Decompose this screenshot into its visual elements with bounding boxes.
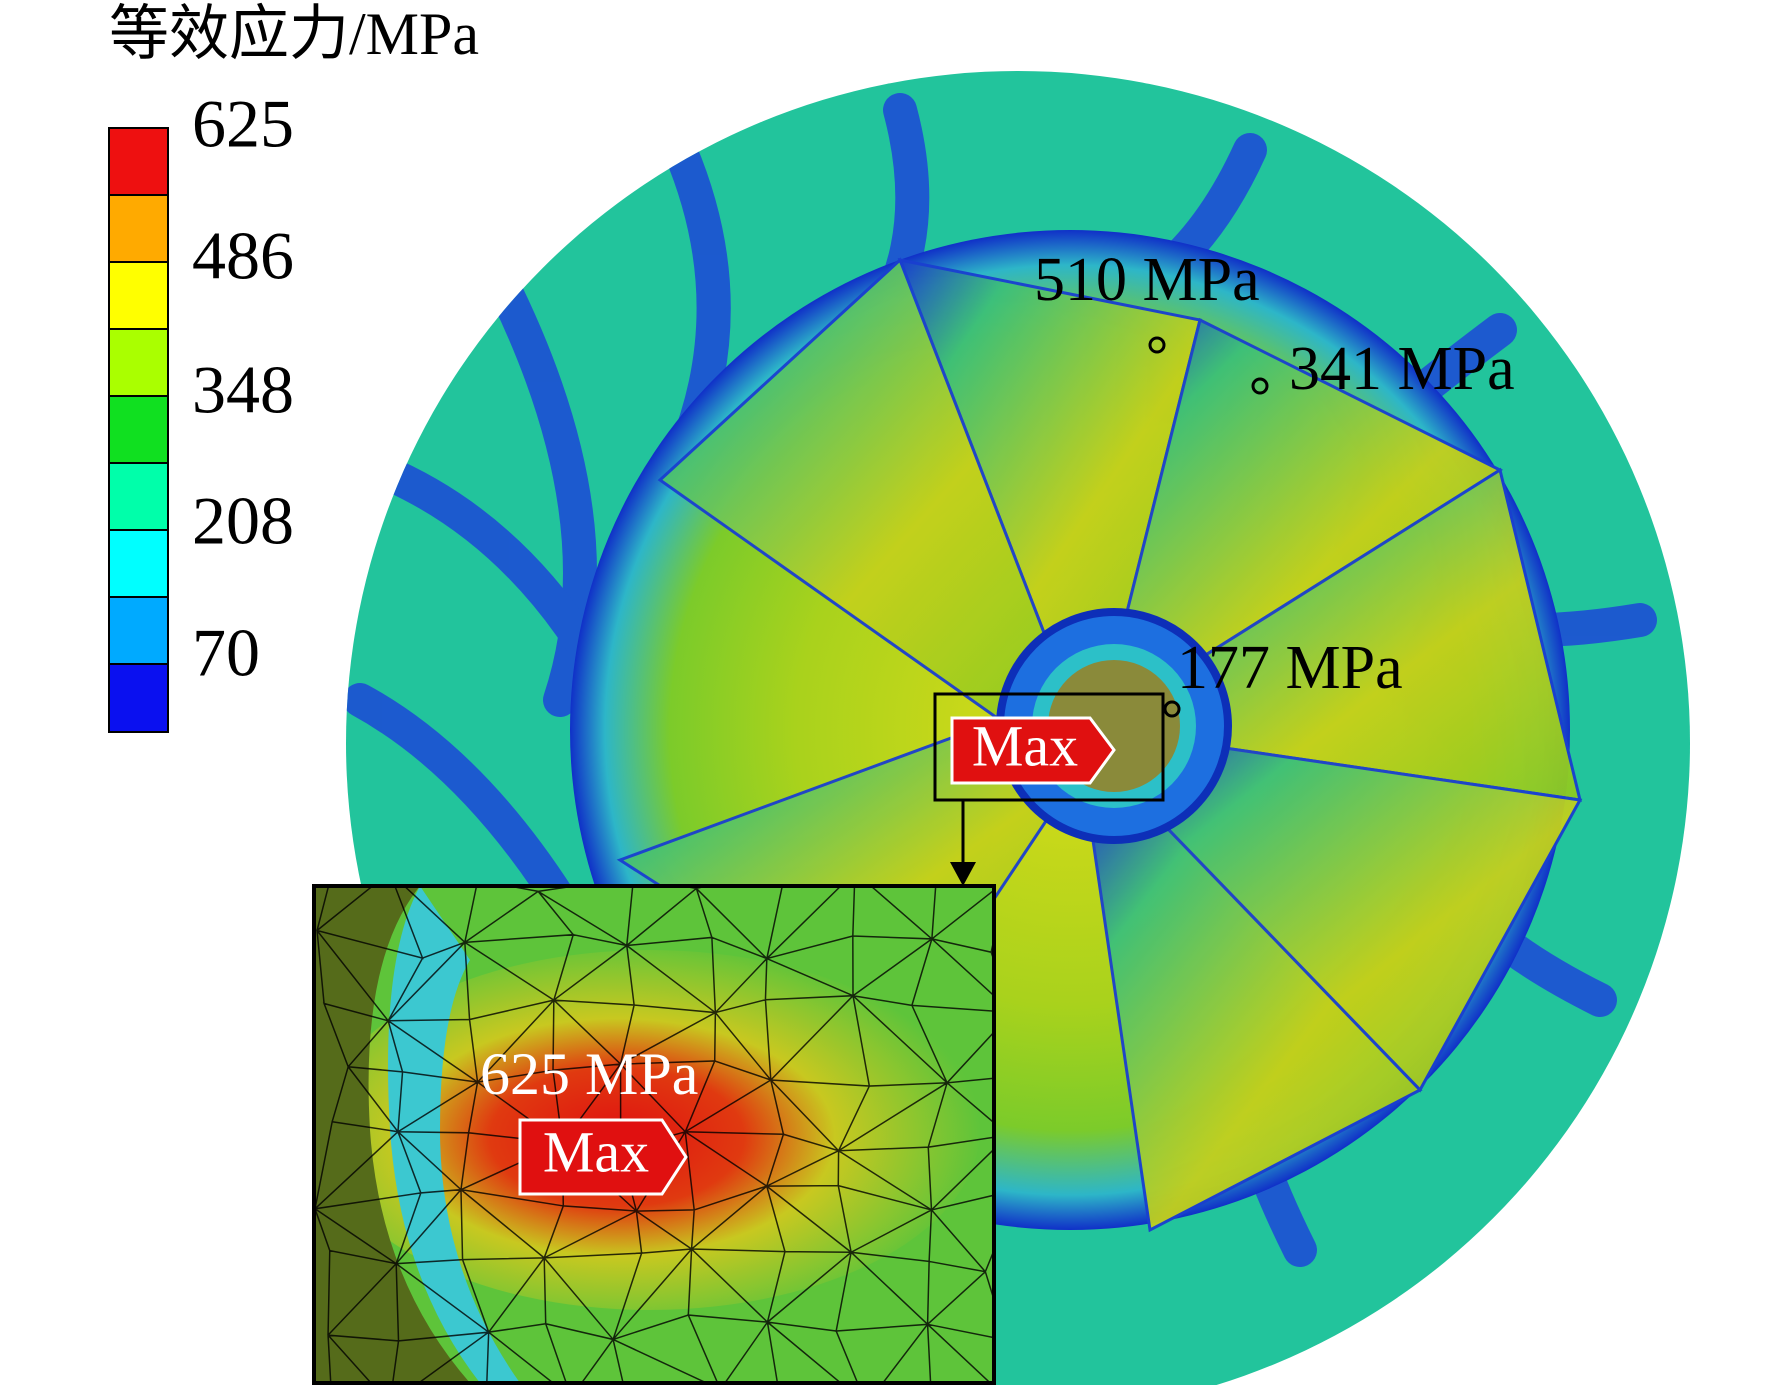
inset-value: 625 MPa — [480, 1041, 698, 1107]
legend: 等效应力/MPa 625 486 348 208 70 — [108, 1, 479, 733]
edge-region — [314, 886, 470, 1383]
max-label: Max — [972, 713, 1078, 778]
annotation: 510 MPa — [1034, 246, 1260, 314]
mesh-lines — [314, 886, 994, 1383]
color-bar — [108, 127, 169, 733]
annotation: 177 MPa — [1177, 634, 1403, 702]
max-marker — [950, 716, 1116, 785]
annotation: 341 MPa — [1289, 335, 1515, 403]
max-marker — [518, 1118, 688, 1196]
inset: 625 MPa Max — [312, 884, 996, 1385]
zoom-box — [933, 692, 1165, 802]
legend-label: 486 — [192, 218, 294, 294]
legend-label: 70 — [192, 615, 260, 691]
probe — [1163, 700, 1181, 718]
probe — [1148, 336, 1166, 354]
fillet — [388, 886, 520, 1383]
probe — [1251, 377, 1269, 395]
legend-label: 348 — [192, 352, 294, 428]
arrow-head — [950, 862, 976, 886]
legend-title: 等效应力/MPa — [109, 1, 479, 67]
legend-label: 625 — [192, 86, 294, 162]
inset-frame — [312, 884, 996, 1385]
legend-label: 208 — [192, 483, 294, 559]
mesh — [314, 886, 994, 1383]
blades — [616, 257, 1583, 1233]
max-label: Max — [543, 1119, 649, 1184]
annotations: 510 MPa 341 MPa 177 MPa Max — [933, 246, 1515, 886]
